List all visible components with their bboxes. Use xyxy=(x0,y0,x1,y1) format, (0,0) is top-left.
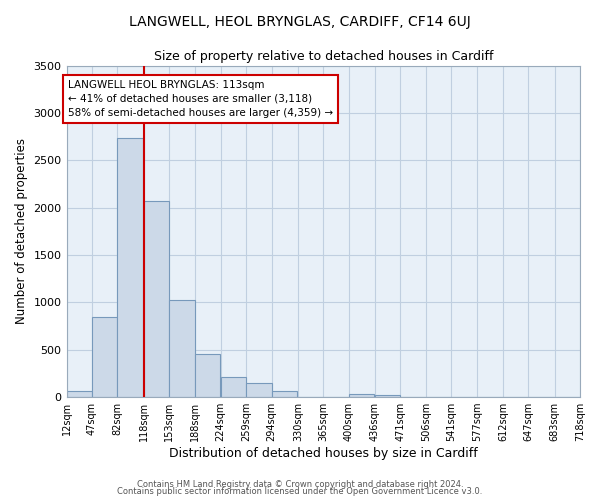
Bar xyxy=(169,300,194,397)
Y-axis label: Number of detached properties: Number of detached properties xyxy=(15,138,28,324)
Title: Size of property relative to detached houses in Cardiff: Size of property relative to detached ho… xyxy=(154,50,493,63)
Bar xyxy=(221,377,246,397)
Bar xyxy=(375,395,400,397)
Bar xyxy=(349,394,374,397)
Bar xyxy=(194,354,220,397)
Text: Contains HM Land Registry data © Crown copyright and database right 2024.: Contains HM Land Registry data © Crown c… xyxy=(137,480,463,489)
Text: LANGWELL, HEOL BRYNGLAS, CARDIFF, CF14 6UJ: LANGWELL, HEOL BRYNGLAS, CARDIFF, CF14 6… xyxy=(129,15,471,29)
Bar xyxy=(246,383,272,397)
Bar xyxy=(67,392,92,397)
Text: Contains public sector information licensed under the Open Government Licence v3: Contains public sector information licen… xyxy=(118,487,482,496)
Bar xyxy=(92,316,118,397)
Text: LANGWELL HEOL BRYNGLAS: 113sqm
← 41% of detached houses are smaller (3,118)
58% : LANGWELL HEOL BRYNGLAS: 113sqm ← 41% of … xyxy=(68,80,333,118)
Bar xyxy=(118,138,143,397)
Bar xyxy=(143,200,169,397)
Bar xyxy=(272,392,297,397)
X-axis label: Distribution of detached houses by size in Cardiff: Distribution of detached houses by size … xyxy=(169,447,478,460)
